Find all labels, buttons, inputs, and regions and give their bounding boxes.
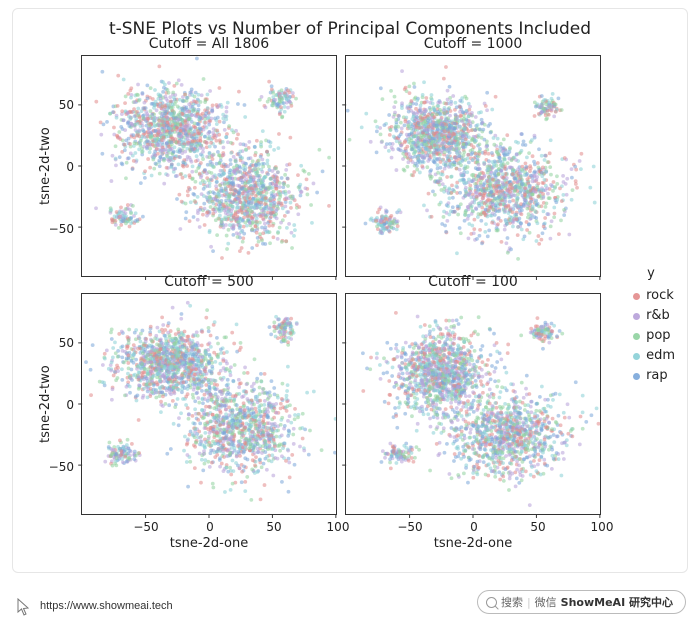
pill-text-search: 搜索 — [501, 594, 523, 610]
panel-title: Cutoff = 500 — [82, 274, 336, 290]
legend-label: rap — [646, 366, 668, 386]
xtick-label: 0 — [454, 520, 494, 534]
legend: y rockr&bpopedmrap — [633, 264, 675, 386]
legend-title: y — [633, 264, 675, 284]
panel-title: Cutoff = 1000 — [346, 36, 600, 52]
legend-swatch-icon — [633, 293, 640, 300]
xtick-label: −50 — [390, 520, 430, 534]
legend-swatch-icon — [633, 353, 640, 360]
legend-label: r&b — [646, 306, 670, 326]
legend-label: rock — [646, 286, 674, 306]
pill-sep: | — [527, 596, 531, 609]
legend-item: pop — [633, 326, 675, 346]
ytick-label: 50 — [34, 336, 74, 350]
x-axis-label: tsne-2d-one — [82, 536, 336, 551]
legend-swatch-icon — [633, 313, 640, 320]
xtick-label: −50 — [126, 520, 166, 534]
xtick-label: 100 — [582, 520, 622, 534]
ytick-label: 50 — [34, 98, 74, 112]
legend-item: r&b — [633, 306, 675, 326]
panel-title: Cutoff = All 1806 — [82, 36, 336, 52]
pill-bold: ShowMeAI 研究中心 — [561, 594, 673, 610]
legend-item: rock — [633, 286, 675, 306]
search-icon — [486, 597, 497, 608]
xtick-label: 0 — [190, 520, 230, 534]
subplot-grid: Cutoff = All 1806−50050tsne-2d-twoCutoff… — [81, 55, 601, 515]
legend-swatch-icon — [633, 333, 640, 340]
x-axis-label: tsne-2d-one — [346, 536, 600, 551]
panel-title: Cutoff = 100 — [346, 274, 600, 290]
pill-text-wechat: 微信 — [535, 594, 557, 610]
scatter-panel: Cutoff = 500−50050tsne-2d-two−50050100ts… — [81, 293, 337, 515]
ytick-label: −50 — [34, 460, 74, 474]
scatter-panel: Cutoff = All 1806−50050tsne-2d-two — [81, 55, 337, 277]
legend-item: rap — [633, 366, 675, 386]
ytick-label: −50 — [34, 222, 74, 236]
footer-url: https://www.showmeai.tech — [40, 600, 173, 612]
xtick-label: 100 — [318, 520, 358, 534]
legend-label: edm — [646, 346, 675, 366]
scatter-panel: Cutoff = 100−50050100tsne-2d-one — [345, 293, 601, 515]
xtick-label: 50 — [518, 520, 558, 534]
cursor-icon — [16, 598, 32, 616]
legend-item: edm — [633, 346, 675, 366]
footer-pill: 搜索 | 微信 ShowMeAI 研究中心 — [477, 590, 686, 614]
legend-swatch-icon — [633, 373, 640, 380]
xtick-label: 50 — [254, 520, 294, 534]
legend-label: pop — [646, 326, 670, 346]
y-axis-label: tsne-2d-two — [38, 365, 53, 443]
scatter-panel: Cutoff = 1000 — [345, 55, 601, 277]
figure-frame: t-SNE Plots vs Number of Principal Compo… — [12, 8, 688, 573]
y-axis-label: tsne-2d-two — [38, 127, 53, 205]
